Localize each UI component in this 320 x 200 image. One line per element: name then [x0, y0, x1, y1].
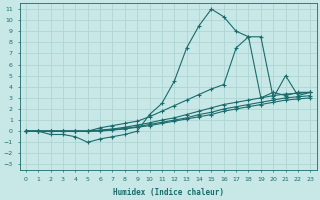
X-axis label: Humidex (Indice chaleur): Humidex (Indice chaleur) [113, 188, 224, 197]
